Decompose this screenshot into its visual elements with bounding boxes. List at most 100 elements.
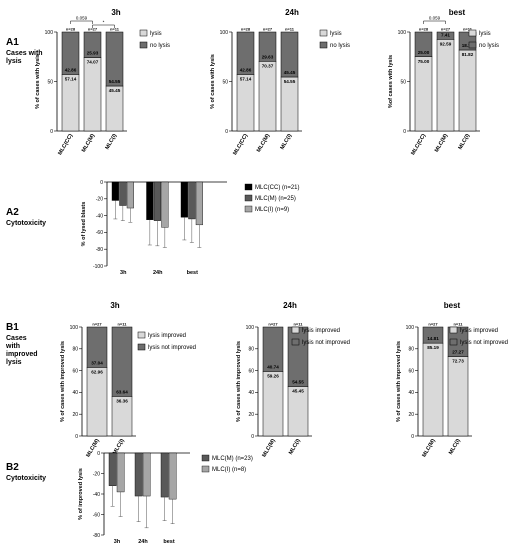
A1-3h-xtick-label: MLC(CC): [57, 133, 74, 157]
A1-3h-sig-label: *: [103, 20, 105, 25]
A2-ytick-label: 0: [100, 180, 103, 186]
B2-bar: [168, 452, 177, 500]
A2-legend-swatch: [244, 183, 253, 191]
B1-24h-legend-label: lysis not improved: [302, 340, 350, 346]
B2-ytick-label: -60: [93, 512, 100, 518]
A1-24h-data-label: 57.14: [240, 76, 252, 81]
panel-label-b1: B1: [6, 322, 19, 333]
B1-best-ytick-label: 40: [408, 390, 414, 396]
A2-legend-swatch: [244, 205, 253, 213]
A1-3h-legend-label: no lysis: [150, 43, 170, 49]
A1-3h-bar-lower: [83, 57, 102, 132]
A1-24h-legend-label: lysis: [330, 31, 342, 37]
A1-best-xtick-label: MLC(I): [457, 133, 471, 151]
B1-3h-bar-upper: [86, 326, 108, 368]
B1-24h-ytick-label: 0: [251, 434, 254, 440]
A2-bar: [161, 181, 169, 228]
panel-a1-title-line2: lysis: [6, 58, 22, 65]
B2-legend-label: MLC(M) (n=23): [212, 456, 253, 462]
B1-24h-data-label: 54.55: [292, 379, 304, 384]
panel-b2-title: Cytotoxicity: [6, 475, 46, 482]
A1-3h-sig-bracket: [70, 20, 93, 24]
B1-best-ytick-label: 20: [408, 412, 414, 418]
B1-best-ytick-label: 80: [408, 347, 414, 353]
A1-3h-data-label: 57.14: [65, 76, 77, 81]
B1-24h-data-label: 59.26: [267, 373, 279, 378]
panel-b1-title-line1: Cases: [6, 335, 27, 342]
A1-best-n-label: n=27: [441, 27, 451, 32]
A1-best-bar-upper: [436, 31, 455, 40]
A1-3h-data-label: 42.86: [65, 67, 77, 72]
A1-best-data-label: 18.18: [462, 43, 474, 48]
B2-xtick-label: 24h: [138, 539, 148, 545]
A1-24h-data-label: 29.63: [262, 54, 274, 59]
B1-best-title: best: [444, 301, 461, 310]
A1-24h-ytick-label: 100: [220, 30, 229, 36]
B2-bar: [142, 452, 151, 497]
B1-24h-ytick-label: 80: [248, 347, 254, 353]
B1-3h-ytick-label: 80: [72, 347, 78, 353]
B1-24h-ylabel: % of cases with improved lysis: [236, 341, 242, 422]
B1-best-data-label: 85.19: [427, 345, 439, 350]
A1-3h-n-label: n=28: [66, 27, 76, 32]
B1-24h-n-label: n=11: [293, 322, 303, 327]
B2-legend-swatch: [201, 465, 210, 473]
panel-label-a2: A2: [6, 207, 19, 218]
A1-24h-bar-lower: [280, 76, 299, 132]
A1-3h-bar-upper: [61, 31, 80, 75]
B1-best-legend-swatch: [449, 326, 458, 334]
A2-ylabel: % of lysed blasts: [81, 202, 87, 247]
A2-ytick-label: -100: [93, 264, 103, 270]
A2-bar: [146, 181, 154, 220]
A1-24h-ytick-label: 50: [222, 79, 228, 85]
panel-a1-title-line1: Cases with: [6, 50, 43, 57]
B2-legend-label: MLC(I) (n=8): [212, 467, 246, 473]
charts-layer: 3h 0 50 100 % of cases with lysis 57.14 42.86 n…: [35, 8, 508, 545]
B1-3h-bar-lower: [86, 367, 108, 437]
A1-3h-ytick-label: 0: [50, 129, 53, 135]
A1-best-title: best: [449, 8, 466, 17]
A1-best-data-label: 81.82: [462, 52, 474, 57]
B1-3h-legend-swatch: [137, 331, 146, 339]
A1-best-data-label: 25.00: [418, 50, 430, 55]
panel-label-a1: A1: [6, 37, 19, 48]
A1-24h-xtick-label: MLC(M): [256, 133, 271, 154]
B2-xtick-label: 3h: [114, 539, 121, 545]
B1-3h-n-label: n=27: [92, 322, 102, 327]
B1-3h-legend-swatch: [137, 343, 146, 351]
A1-3h-xtick-label: MLC(I): [104, 133, 118, 151]
A1-best-ytick-label: 0: [403, 129, 406, 135]
A1-24h-title: 24h: [285, 8, 299, 17]
B1-24h-bar-upper: [262, 326, 284, 372]
A1-best-sig-bracket: [423, 20, 446, 24]
A1-24h-bar-upper: [236, 31, 255, 75]
A1-3h-sig-label: 0.059: [76, 16, 88, 21]
panel-b1-title-line2: with: [5, 343, 20, 350]
A1-best-legend-swatch: [468, 41, 477, 49]
A2-ytick-label: -80: [96, 247, 103, 253]
A1-3h-legend-label: lysis: [150, 31, 162, 37]
B1-best-legend-label: lysis improved: [460, 328, 498, 334]
B2-ylabel: % of improved lysis: [78, 468, 84, 520]
B2-bar: [108, 452, 117, 486]
A1-3h-data-label: 45.45: [109, 88, 121, 93]
B1-best-legend-label: lysis not improved: [460, 340, 508, 346]
B1-3h-data-label: 63.64: [116, 389, 128, 394]
A1-24h-n-label: n=28: [241, 27, 251, 32]
A2-legend-label: MLC(CC) (n=21): [255, 185, 300, 191]
panel-b1-title-line4: lysis: [6, 359, 22, 366]
B1-24h-data-label: 40.74: [267, 364, 279, 369]
B1-best-xtick-label: MLC(I): [448, 438, 462, 456]
A1-3h-ytick-label: 100: [45, 30, 54, 36]
B1-24h-xtick-label: MLC(M): [261, 438, 276, 459]
panel-b1-title-line3: improved: [6, 351, 38, 358]
B1-3h-bar-upper: [111, 326, 133, 397]
A2-legend-swatch: [244, 194, 253, 202]
A1-3h-n-label: n=27: [88, 27, 98, 32]
B1-best-bar-upper: [447, 326, 469, 357]
B1-best-legend-swatch: [449, 338, 458, 346]
B1-24h-ytick-label: 60: [248, 368, 254, 374]
B1-3h-legend-label: lysis not improved: [148, 345, 196, 351]
B2-ytick-label: -40: [93, 492, 100, 498]
B1-best-bar-lower: [447, 356, 469, 437]
